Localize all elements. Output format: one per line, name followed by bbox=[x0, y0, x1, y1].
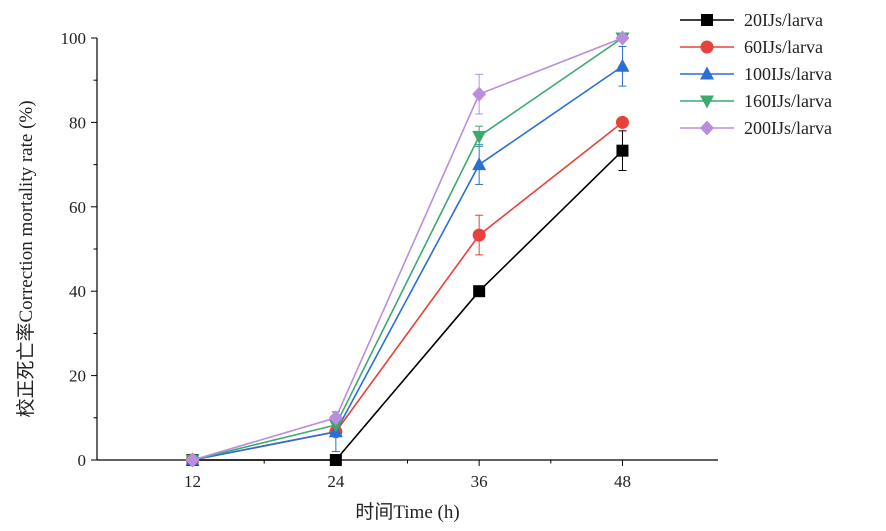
series-200IJs/larva bbox=[185, 30, 630, 468]
series-60IJs/larva bbox=[186, 115, 629, 467]
series-layer bbox=[185, 30, 630, 468]
y-tick-label: 40 bbox=[69, 282, 86, 301]
legend: 20IJs/larva 60IJs/larva 100IJs/larva 160IJs… bbox=[680, 10, 832, 138]
data-point bbox=[329, 454, 342, 466]
legend-marker bbox=[700, 120, 714, 136]
data-point bbox=[185, 452, 200, 468]
legend-marker bbox=[700, 66, 714, 80]
data-point bbox=[615, 58, 630, 72]
data-point bbox=[615, 115, 629, 129]
legend-entry: 100IJs/larva bbox=[680, 64, 832, 84]
y-tick-label: 0 bbox=[78, 451, 87, 470]
series-line bbox=[192, 37, 623, 461]
series-160IJs/larva bbox=[185, 32, 630, 468]
legend-entry: 60IJs/larva bbox=[680, 37, 823, 57]
x-tick-label: 12 bbox=[184, 472, 201, 491]
legend-label: 60IJs/larva bbox=[744, 37, 823, 57]
legend-label: 100IJs/larva bbox=[744, 64, 832, 84]
data-point bbox=[472, 86, 487, 102]
data-point bbox=[472, 157, 487, 171]
x-tick-label: 48 bbox=[614, 472, 631, 491]
data-point bbox=[328, 419, 343, 433]
series-line bbox=[192, 150, 624, 461]
legend-marker bbox=[700, 40, 714, 54]
legend-entry: 160IJs/larva bbox=[680, 91, 832, 111]
legend-label: 20IJs/larva bbox=[744, 10, 823, 30]
y-tick-label: 100 bbox=[61, 29, 87, 48]
axes: 12 24 36 48 0 20 40 60 80 100 bbox=[61, 29, 718, 491]
legend-label: 200IJs/larva bbox=[744, 118, 832, 138]
legend-label: 160IJs/larva bbox=[744, 91, 832, 111]
x-tick-label: 24 bbox=[327, 472, 345, 491]
series-line bbox=[192, 121, 623, 461]
series-line bbox=[192, 65, 623, 461]
x-axis-title: 时间Time (h) bbox=[355, 501, 459, 523]
y-tick-label: 60 bbox=[69, 198, 86, 217]
series-line bbox=[192, 37, 623, 461]
y-tick-label: 80 bbox=[69, 113, 86, 132]
y-axis-title: 校正死亡率Correction mortality rate (%) bbox=[15, 100, 37, 417]
data-point bbox=[472, 130, 487, 144]
data-point bbox=[328, 410, 343, 426]
data-point bbox=[615, 30, 630, 46]
data-point bbox=[616, 144, 629, 157]
x-tick-label: 36 bbox=[471, 472, 488, 491]
legend-marker bbox=[700, 95, 714, 109]
legend-entry: 20IJs/larva bbox=[680, 10, 823, 30]
data-point bbox=[473, 285, 486, 298]
legend-entry: 200IJs/larva bbox=[680, 118, 832, 138]
y-tick-label: 20 bbox=[69, 367, 86, 386]
data-point bbox=[472, 228, 486, 242]
legend-marker bbox=[701, 14, 713, 26]
